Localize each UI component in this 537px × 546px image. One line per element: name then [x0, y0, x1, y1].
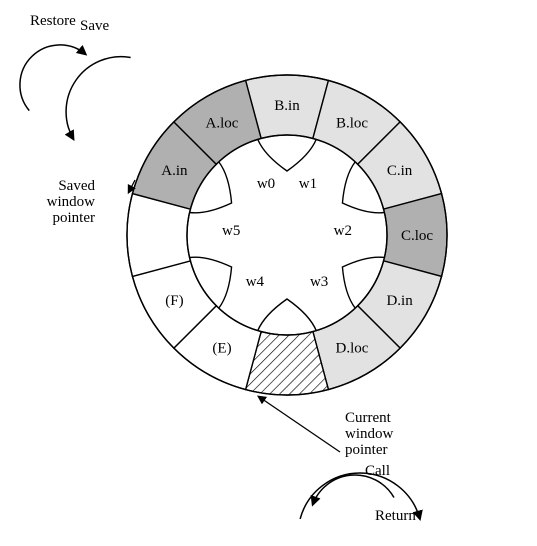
- segment-label-5: D.loc: [336, 341, 369, 357]
- restore-label: Restore: [30, 13, 76, 29]
- save-label: Save: [80, 18, 110, 34]
- inner-label-w4: w4: [246, 274, 265, 290]
- return-label: Return: [375, 508, 416, 524]
- segment-label-4: D.in: [386, 293, 413, 309]
- inner-label-w3: w3: [310, 274, 328, 290]
- current-pointer-arrow: [259, 397, 340, 452]
- inner-overlap-lobes: [190, 139, 385, 330]
- segment-label-11: A.loc: [206, 115, 239, 131]
- segment-label-8: (F): [165, 293, 183, 309]
- call-label: Call: [365, 463, 390, 479]
- register-window-diagram: B.in B.loc C.in C.loc D.in D.loc (E) (F) A.in A.l…: [0, 0, 537, 546]
- segment-label-1: B.loc: [336, 115, 368, 131]
- inner-label-w2: w2: [334, 223, 352, 239]
- saved-pointer-label: Savedwindowpointer: [47, 178, 96, 226]
- segment-label-2: C.in: [387, 163, 413, 179]
- segment-label-3: C.loc: [401, 228, 433, 244]
- segment-label-0: B.in: [274, 98, 300, 114]
- inner-label-w5: w5: [222, 223, 240, 239]
- call-arc: [313, 475, 394, 505]
- current-pointer-label: Currentwindowpointer: [345, 410, 394, 458]
- restore-arc: [20, 45, 86, 111]
- inner-label-w1: w1: [299, 176, 317, 192]
- inner-label-w0: w0: [257, 176, 275, 192]
- segment-label-7: (E): [212, 341, 231, 357]
- save-arc: [66, 57, 131, 140]
- segment-label-10: A.in: [161, 163, 188, 179]
